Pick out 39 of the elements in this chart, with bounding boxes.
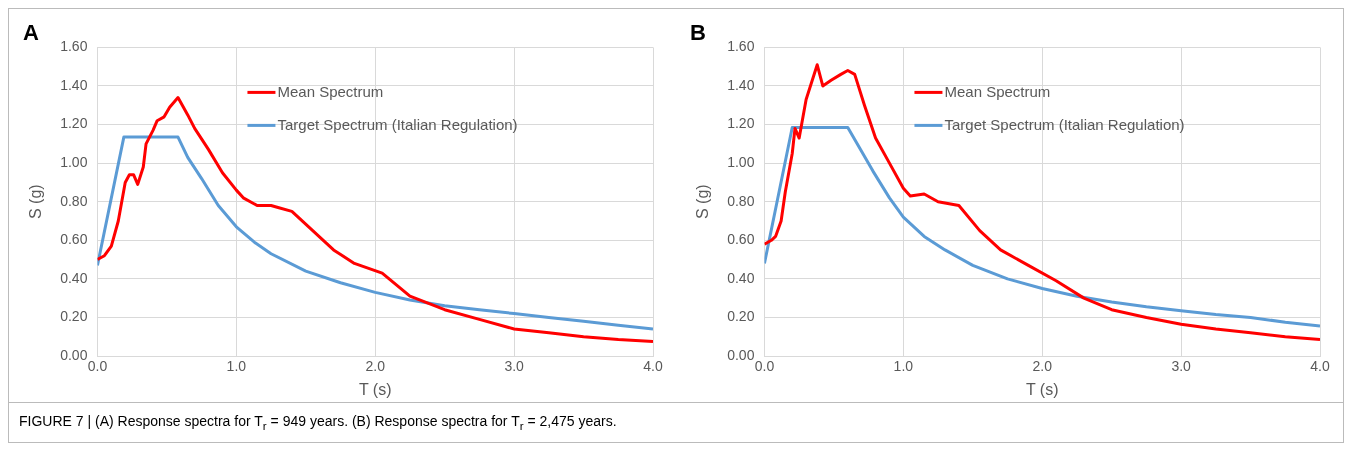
x-tick-label: 1.0 [893,358,913,375]
legend-label: Mean Spectrum [943,82,1050,100]
chart-title: B [689,20,706,46]
legend-label: Target Spectrum (Italian Regulation) [943,115,1185,133]
legend-label: Target Spectrum (Italian Regulation) [276,115,518,133]
x-tick-label: 3.0 [503,358,524,375]
x-tick-label: 1.0 [226,358,246,375]
y-tick-label: 1.60 [59,38,88,55]
y-tick-label: 0.20 [726,308,755,325]
y-tick-label: 0.40 [59,269,88,286]
x-tick-label: 0.0 [754,358,774,375]
legend-label: Mean Spectrum [276,82,383,100]
chart-title: A [22,20,39,46]
y-tick-label: 0.80 [59,192,88,209]
y-tick-label: 0.60 [726,231,755,248]
caption: FIGURE 7 | (A) Response spectra for T$_{r}$ = 949 years. (B) Response spectra for T$_{r}$ = 2,475 years. [19,413,618,432]
y-axis-title: S (g) [693,184,711,220]
x-tick-label: 2.0 [1031,358,1052,375]
y-tick-label: 0.60 [59,231,88,248]
y-tick-label: 0.80 [726,192,755,209]
y-tick-label: 1.40 [726,76,755,93]
y-tick-label: 0.00 [726,346,755,363]
x-axis-title: T (s) [358,380,392,398]
y-tick-label: 1.00 [726,153,755,170]
y-tick-label: 1.20 [726,115,755,132]
x-tick-label: 3.0 [1170,358,1191,375]
x-tick-label: 4.0 [642,358,663,375]
y-tick-label: 1.00 [59,153,88,170]
y-tick-label: 1.20 [59,115,88,132]
y-tick-label: 0.40 [726,269,755,286]
y-axis-title: S (g) [26,184,44,220]
x-tick-label: 4.0 [1309,358,1330,375]
y-tick-label: 1.60 [726,38,755,55]
x-axis-title: T (s) [1025,380,1059,398]
y-tick-label: 0.20 [59,308,88,325]
x-tick-label: 0.0 [87,358,107,375]
x-tick-label: 2.0 [364,358,385,375]
y-tick-label: 0.00 [59,346,88,363]
y-tick-label: 1.40 [59,76,88,93]
